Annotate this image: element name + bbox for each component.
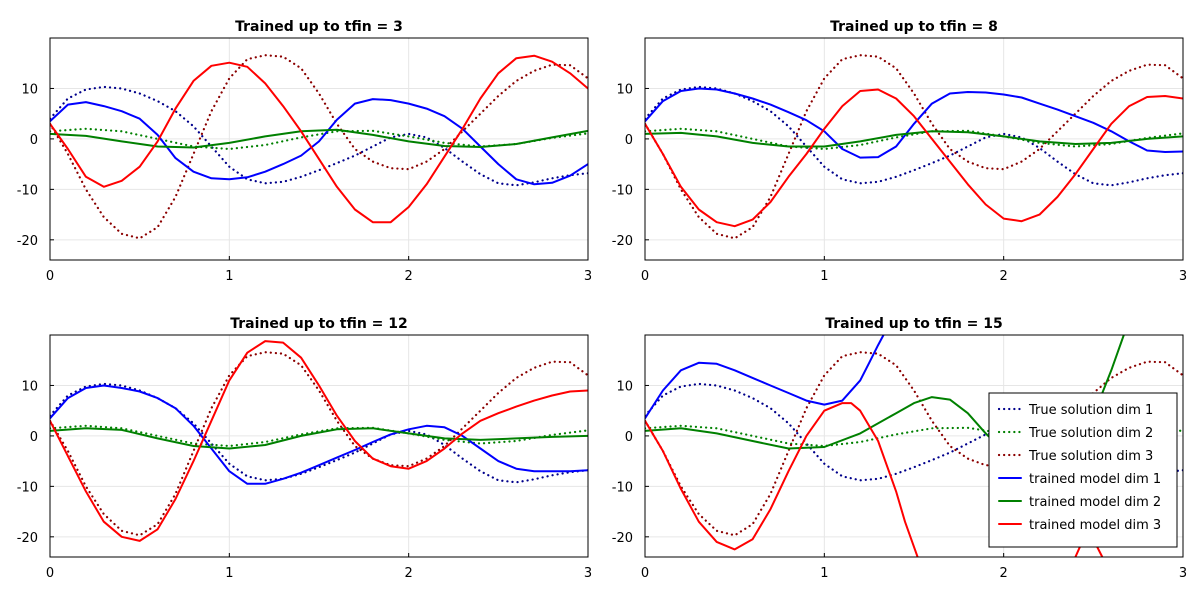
trained-model-dim2-line: [645, 130, 1183, 148]
trained-model-dim2-line: [50, 128, 588, 149]
y-tick-label: -10: [612, 480, 633, 495]
x-tick-label: 0: [46, 566, 54, 581]
true-solution-dim2-line: [50, 424, 588, 448]
x-tick-label: 1: [225, 566, 233, 581]
trained-model-dim3-line: [50, 340, 588, 542]
legend-label: True solution dim 2: [1028, 426, 1153, 441]
y-tick-label: -20: [612, 531, 633, 546]
trained-model-dim1-line: [645, 335, 885, 420]
x-tick-label: 1: [820, 566, 828, 581]
trained-model-dim3-line: [50, 54, 588, 224]
legend-label: trained model dim 2: [1029, 495, 1161, 510]
true-solution-dim1-line: [50, 85, 588, 187]
legend-label: True solution dim 1: [1028, 403, 1153, 418]
x-tick-label: 0: [641, 269, 649, 284]
y-tick-label: 10: [21, 379, 38, 394]
legend-box: [988, 392, 1178, 548]
y-tick-label: 0: [30, 430, 38, 445]
panel-2: Trained up to tfin = 8 0 1 2 3 -20 -10 0 10: [612, 19, 1187, 284]
y-tick-label: 10: [21, 82, 38, 97]
trained-model-dim2-line: [50, 427, 588, 450]
legend-label: True solution dim 3: [1028, 449, 1153, 464]
axes-frame: [644, 37, 1184, 261]
x-tick-label: 3: [1179, 566, 1187, 581]
x-tick-label: 0: [641, 566, 649, 581]
y-tick-label: -10: [17, 183, 38, 198]
y-tick-label: -10: [612, 183, 633, 198]
trained-model-dim1-line: [645, 87, 1183, 159]
panel-1: Trained up to tfin = 3 0 1 2 3 -20 -10 0 10: [17, 19, 592, 284]
true-solution-dim3-line: [50, 54, 588, 240]
legend-label: trained model dim 1: [1029, 472, 1161, 487]
legend-label: trained model dim 3: [1029, 518, 1161, 533]
panel-title: Trained up to tfin = 15: [825, 316, 1003, 332]
y-tick-label: -10: [17, 480, 38, 495]
axes-frame: [49, 334, 589, 558]
x-tick-label: 2: [405, 566, 413, 581]
x-tick-label: 3: [584, 269, 592, 284]
x-tick-label: 2: [1000, 566, 1008, 581]
y-tick-label: 0: [625, 430, 633, 445]
plot-area: [50, 54, 588, 240]
axes-frame: [49, 37, 589, 261]
panel-title: Trained up to tfin = 12: [230, 316, 408, 332]
axes-frame: [644, 334, 1184, 558]
x-tick-label: 1: [225, 269, 233, 284]
panel-title: Trained up to tfin = 3: [235, 19, 403, 35]
x-tick-label: 0: [46, 269, 54, 284]
trained-model-dim1-line: [50, 98, 588, 186]
panel-3: Trained up to tfin = 12 0 1 2 3 -20 -10 0 10: [17, 316, 592, 581]
legend: True solution dim 1 True solution dim 2 Tr…: [988, 392, 1178, 548]
panel-title: Trained up to tfin = 8: [830, 19, 998, 35]
y-tick-label: -20: [17, 531, 38, 546]
plot-area: [50, 340, 588, 542]
x-tick-label: 2: [1000, 269, 1008, 284]
trained-model-dim3-line: [645, 88, 1183, 228]
x-tick-label: 1: [820, 269, 828, 284]
x-tick-label: 3: [1179, 269, 1187, 284]
y-tick-label: 10: [616, 82, 633, 97]
x-tick-label: 3: [584, 566, 592, 581]
y-tick-label: 0: [30, 133, 38, 148]
y-tick-label: 10: [616, 379, 633, 394]
y-tick-label: 0: [625, 133, 633, 148]
true-solution-dim3-line: [50, 351, 588, 537]
x-tick-label: 2: [405, 269, 413, 284]
y-tick-label: -20: [612, 234, 633, 249]
panel-4: Trained up to tfin = 15 0 1 2 3 -20 -10 0 10 True…: [612, 316, 1187, 581]
trained-model-dim3-line: [645, 402, 919, 557]
trained-model-dim1-line: [50, 384, 588, 485]
true-solution-dim3-line: [645, 54, 1183, 240]
true-solution-dim2-line: [645, 127, 1183, 151]
plot-area: [645, 54, 1183, 240]
y-tick-label: -20: [17, 234, 38, 249]
